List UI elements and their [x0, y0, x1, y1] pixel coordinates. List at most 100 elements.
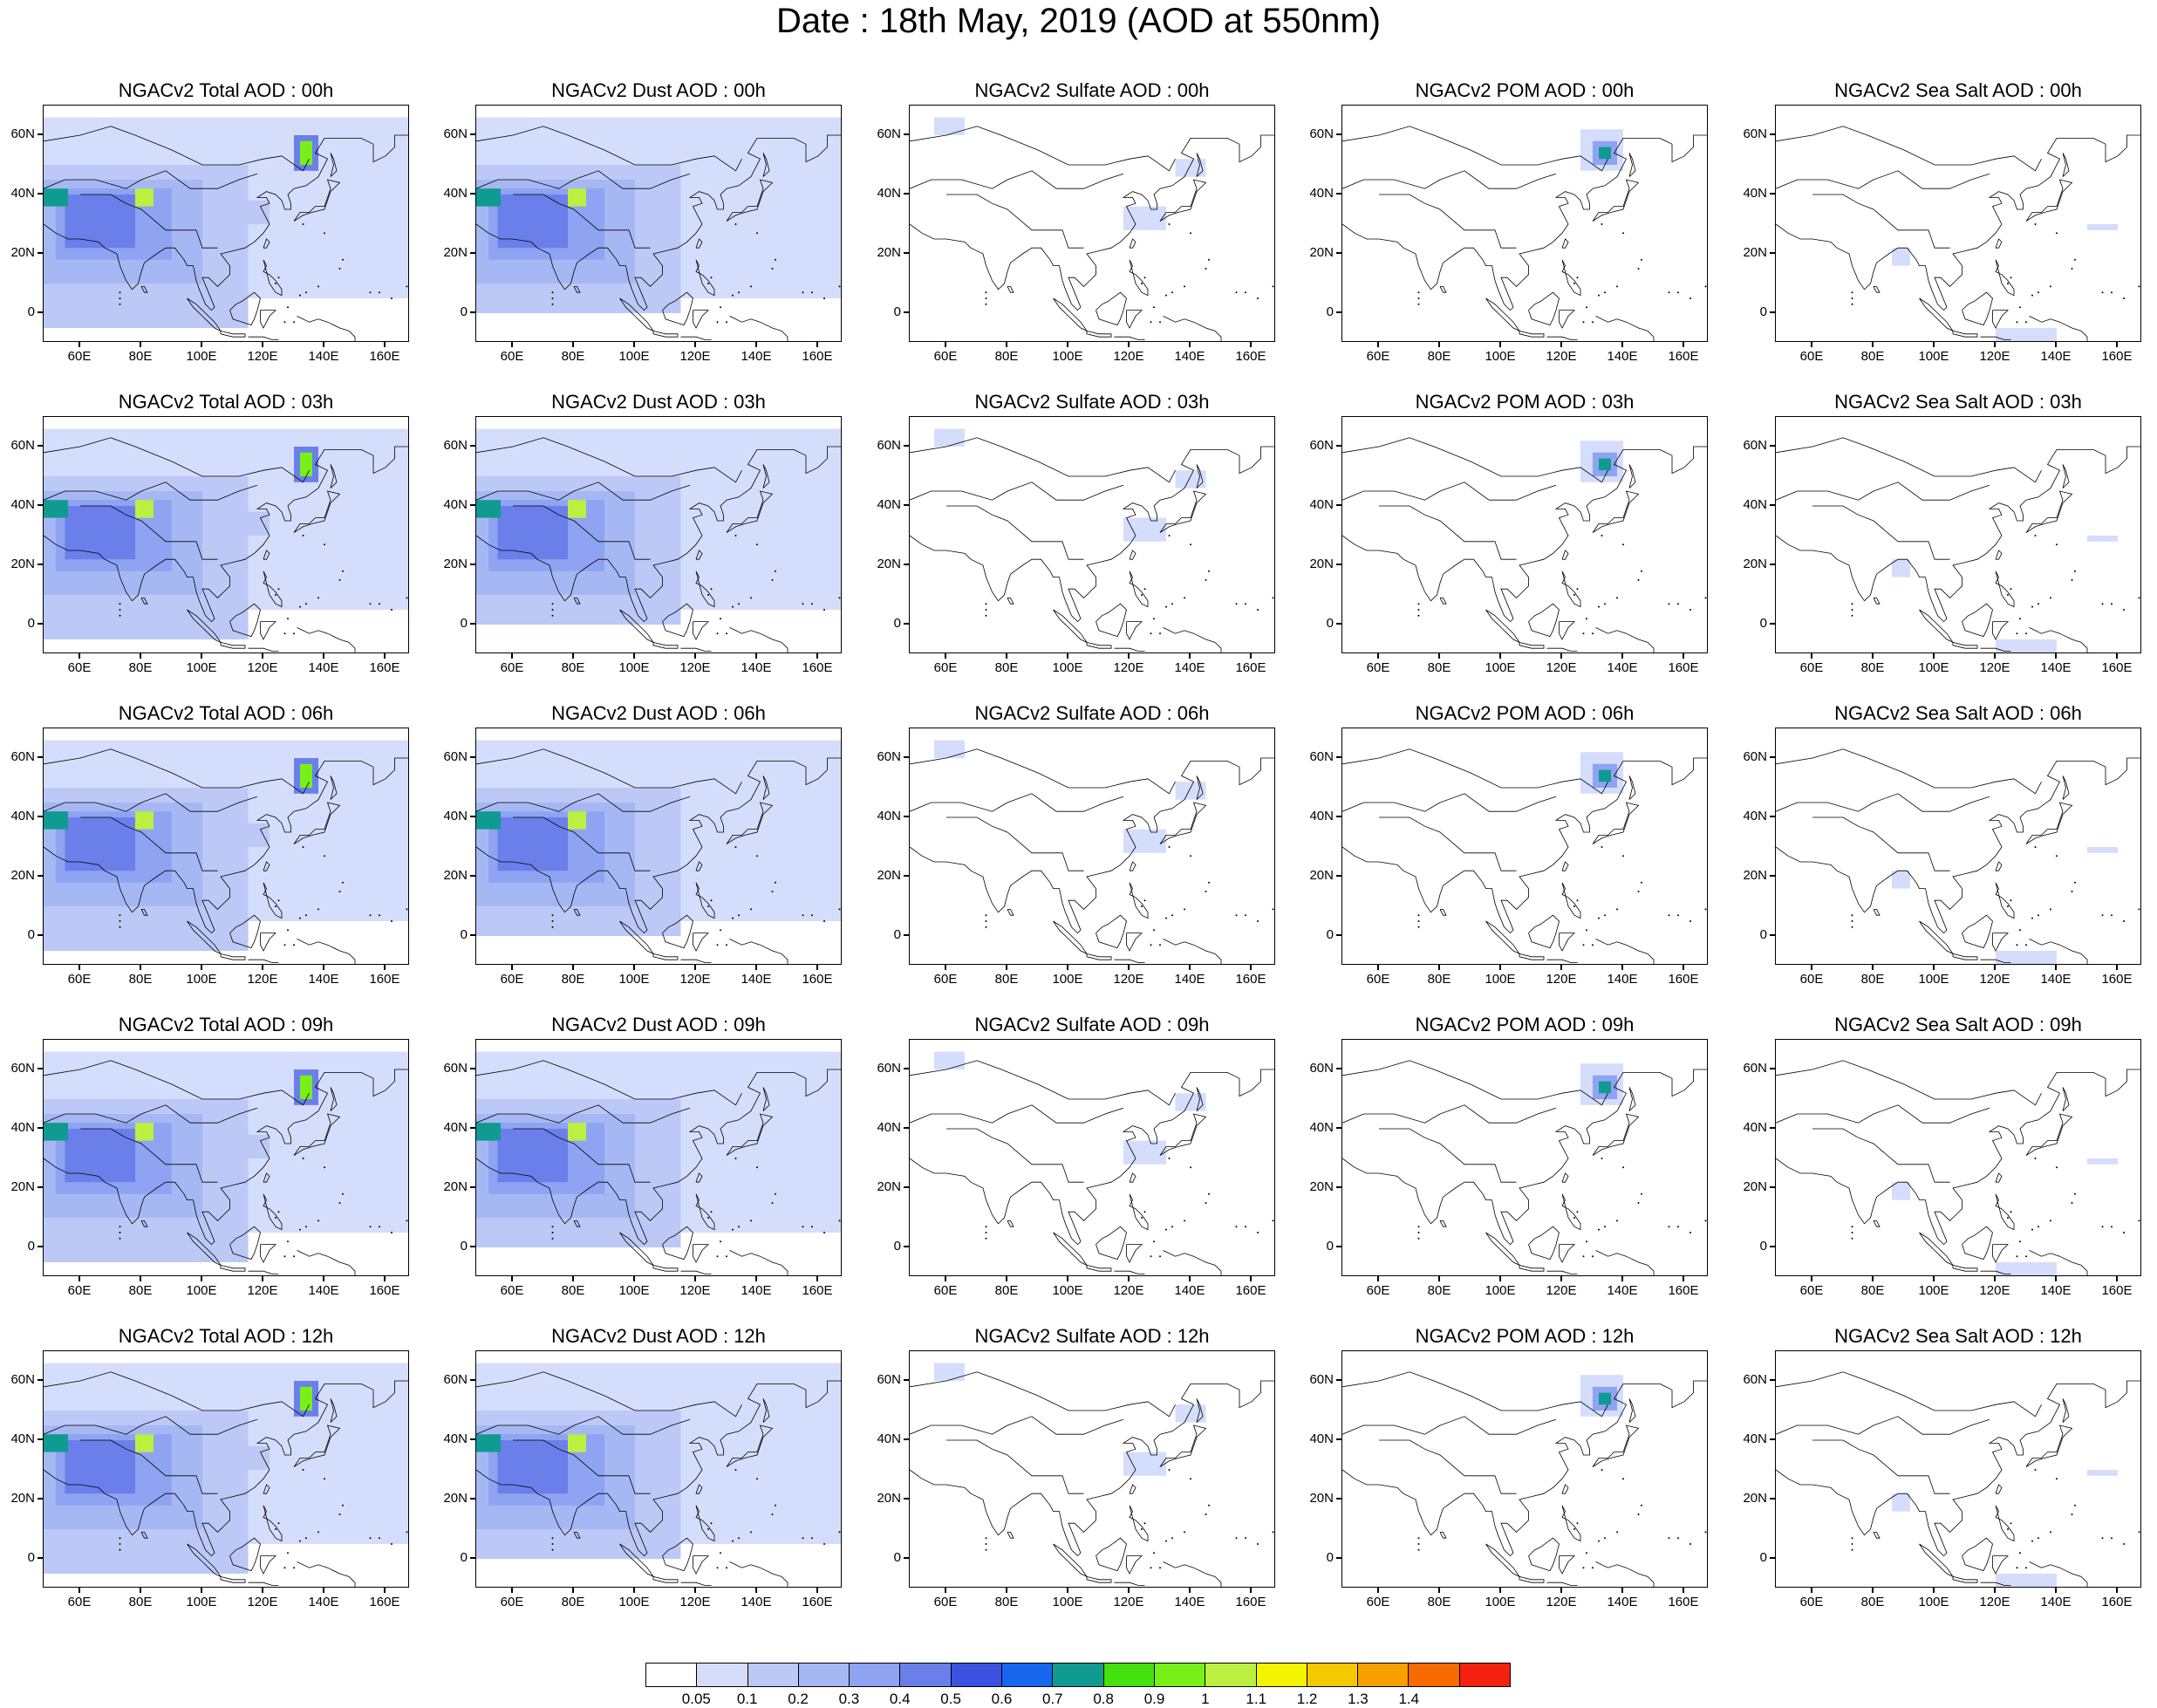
coastline: [946, 194, 1084, 249]
island-dot: [2101, 291, 2104, 294]
lat-label: 0: [893, 304, 901, 319]
aod-field: [1175, 782, 1206, 800]
lon-label: 60E: [67, 349, 92, 364]
coastline: [1592, 179, 1640, 222]
lat-label: 20N: [10, 557, 35, 571]
aod-field: [1996, 1574, 2057, 1587]
island-dot: [2111, 1226, 2113, 1228]
coastline: [248, 336, 279, 341]
coastline: [1129, 1484, 1137, 1494]
island-dot: [985, 303, 987, 305]
island-dot: [802, 291, 804, 294]
lon-tick: [755, 1276, 757, 1281]
lat-tick: [904, 1498, 909, 1500]
lat-label: 0: [893, 616, 901, 631]
island-dot: [1272, 285, 1274, 288]
island-dot: [1576, 1522, 1579, 1525]
coastline: [1485, 297, 1521, 332]
colorbar-level-label: 0.9: [1143, 1691, 1165, 1707]
island-dot: [119, 920, 121, 922]
coastline: [910, 1069, 1274, 1246]
lon-label: 120E: [1979, 660, 2010, 675]
lat-tick: [904, 1438, 909, 1440]
coastline: [1873, 285, 1881, 293]
colorbar-level-label: 0.8: [1093, 1691, 1114, 1707]
island-dot: [1668, 1537, 1670, 1540]
lon-tick: [262, 1588, 263, 1593]
coastline: [44, 482, 258, 501]
island-dot: [2138, 1220, 2140, 1222]
lat-label: 60N: [877, 1372, 901, 1387]
island-dot: [838, 1531, 841, 1534]
lat-tick: [904, 1127, 909, 1129]
island-dot: [1604, 1226, 1606, 1228]
coastline: [1379, 505, 1517, 560]
island-dot: [302, 223, 304, 225]
lon-label: 140E: [308, 349, 339, 364]
colorbar-box: [1154, 1664, 1206, 1686]
island-dot: [2101, 603, 2104, 605]
island-dot: [1417, 1543, 1420, 1545]
lat-tick: [470, 934, 475, 936]
lon-tick: [755, 965, 757, 970]
aod-field: [44, 1434, 68, 1452]
coastline: [1342, 1380, 1707, 1557]
lat-tick: [470, 1068, 475, 1069]
island-dot: [391, 920, 392, 922]
panel-title: NGACv2 Dust AOD : 06h: [551, 702, 766, 724]
island-dot: [1141, 905, 1143, 907]
lon-label: 140E: [1607, 972, 1638, 987]
coastline: [44, 1416, 258, 1435]
island-dot: [391, 297, 392, 299]
island-dot: [1417, 291, 1420, 294]
lat-label: 0: [1326, 304, 1334, 319]
coastline: [2029, 939, 2088, 964]
island-dot: [1257, 609, 1259, 611]
coastline: [187, 609, 222, 644]
coastline: [220, 1576, 246, 1583]
coastline: [1086, 953, 1112, 960]
lon-tick: [323, 653, 324, 659]
lat-label: 60N: [1309, 126, 1334, 141]
coastline: [1342, 757, 1707, 934]
coastline: [910, 134, 1274, 311]
island-dot: [299, 917, 301, 919]
lon-label: 140E: [741, 972, 772, 987]
island-dot: [1417, 914, 1420, 917]
aod-field: [233, 200, 270, 224]
coastline: [1086, 642, 1112, 649]
lon-label: 60E: [1366, 1595, 1390, 1609]
lon-label: 100E: [1485, 349, 1516, 364]
lon-tick: [384, 342, 386, 347]
map-panel-total-4: NGACv2 Total AOD : 12h 60N 40N 20N 0 60E 80E 10…: [0, 1324, 436, 1629]
coastline: [1995, 1505, 2015, 1542]
lon-tick: [1377, 965, 1379, 970]
coastline: [1096, 291, 1127, 326]
map-panel-sulfate-1: NGACv2 Sulfate AOD : 03h 60N 40N 20N 0 60E 80E…: [866, 390, 1302, 695]
panel-title: NGACv2 Sulfate AOD : 03h: [974, 391, 1210, 413]
lon-label: 160E: [2101, 660, 2133, 675]
coastline: [1159, 1424, 1207, 1467]
lat-label: 40N: [443, 1431, 468, 1446]
coastline: [619, 1543, 655, 1578]
coastline: [762, 464, 770, 488]
island-dot: [734, 1158, 737, 1159]
lon-tick: [2055, 965, 2057, 970]
coastline: [80, 505, 218, 560]
coastline: [44, 134, 408, 311]
coastline: [229, 1537, 261, 1572]
island-dot: [1689, 1543, 1691, 1545]
coastline: [1776, 482, 1990, 501]
lon-label: 160E: [1668, 349, 1699, 364]
island-dot: [710, 277, 713, 279]
coastline: [297, 316, 356, 341]
lon-label: 160E: [1668, 1595, 1699, 1609]
aod-field: [300, 763, 312, 788]
coastline: [1559, 933, 1575, 952]
coastline: [1628, 153, 1636, 177]
coastline: [1561, 1172, 1569, 1183]
island-dot: [2056, 855, 2058, 857]
island-dot: [985, 1548, 987, 1551]
coastline: [476, 1104, 691, 1124]
island-dot: [1677, 1226, 1679, 1228]
